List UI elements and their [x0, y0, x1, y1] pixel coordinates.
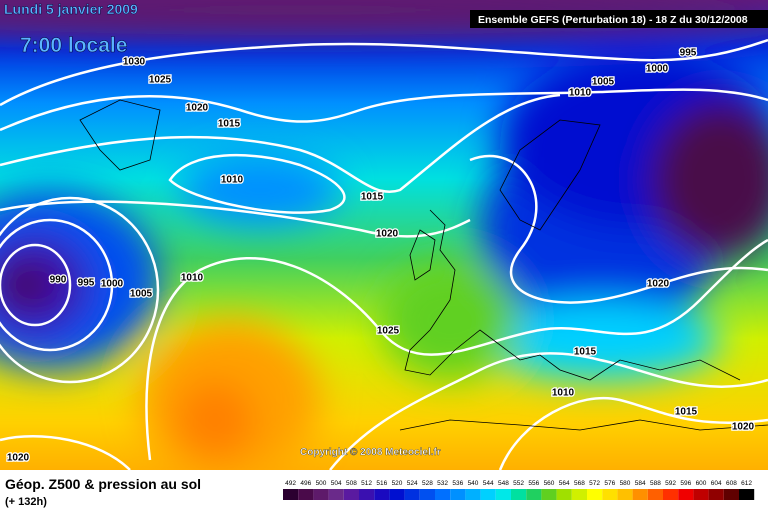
legend-label: 576: [604, 480, 615, 487]
legend-swatch: [283, 489, 299, 500]
date: Lundi 5 janvier 2009: [4, 1, 138, 17]
legend-label: 580: [620, 480, 631, 487]
isobar-label: 1005: [130, 289, 153, 300]
isobar-label: 1020: [647, 279, 670, 290]
legend-label: 560: [544, 480, 555, 487]
legend: 492 496 500 504 508 512 516 520 524 528 532 536 540 5…: [283, 480, 755, 500]
legend-label: 520: [392, 480, 403, 487]
legend-swatch: [708, 489, 724, 500]
footer-lead: (+ 132h): [5, 496, 47, 508]
legend-label: 572: [589, 480, 600, 487]
legend-swatch: [419, 489, 435, 500]
legend-label: 492: [285, 480, 296, 487]
legend-swatch: [313, 489, 329, 500]
isobar-label: 1010: [221, 175, 244, 186]
run-box: [470, 10, 768, 28]
isobar-label: 1020: [7, 453, 30, 464]
isobar-label: 1020: [376, 229, 399, 240]
legend-label: 528: [422, 480, 433, 487]
legend-label: 536: [452, 480, 463, 487]
legend-swatch: [723, 489, 739, 500]
legend-swatch: [374, 489, 390, 500]
legend-swatch: [647, 489, 663, 500]
legend-label: 596: [680, 480, 691, 487]
legend-label: 516: [376, 480, 387, 487]
isobar-label: 1020: [732, 422, 755, 433]
legend-label: 564: [559, 480, 570, 487]
isobar-label: 1015: [361, 192, 384, 203]
isobar-label: 1015: [574, 347, 597, 358]
legend-swatch: [602, 489, 618, 500]
legend-swatch: [693, 489, 709, 500]
legend-swatch: [450, 489, 466, 500]
legend-label: 508: [346, 480, 357, 487]
legend-swatch: [435, 489, 451, 500]
legend-swatch: [526, 489, 542, 500]
legend-swatch: [571, 489, 587, 500]
isobar-label: 995: [78, 278, 95, 289]
legend-swatch: [465, 489, 481, 500]
isobar-label: 1015: [218, 119, 241, 130]
isobar-label: 1010: [181, 273, 204, 284]
legend-label: 512: [361, 480, 372, 487]
isobars: [0, 38, 768, 471]
isobar-label: 1005: [592, 77, 615, 88]
isobar-label: 1010: [552, 388, 575, 399]
legend-swatch: [632, 489, 648, 500]
isobar-label: 1020: [186, 103, 209, 114]
legend-label: 524: [407, 480, 418, 487]
legend-swatch: [404, 489, 420, 500]
time: 7:00 locale: [20, 34, 127, 57]
legend-label: 496: [300, 480, 311, 487]
legend-label: 556: [528, 480, 539, 487]
legend-swatch: [389, 489, 405, 500]
legend-label: 584: [635, 480, 646, 487]
legend-swatch: [617, 489, 633, 500]
legend-label: 540: [468, 480, 479, 487]
isobar-label: 1010: [569, 88, 592, 99]
legend-swatch: [343, 489, 359, 500]
legend-swatch: [739, 489, 755, 500]
coastlines: [79, 99, 768, 431]
legend-swatch: [556, 489, 572, 500]
legend-label: 532: [437, 480, 448, 487]
legend-label: 604: [711, 480, 722, 487]
run: Ensemble GEFS (Perturbation 18) - 18 Z d…: [478, 14, 748, 26]
isobar-label: 1000: [101, 279, 124, 290]
legend-label: 548: [498, 480, 509, 487]
legend-label: 608: [726, 480, 737, 487]
isobar-label: 1015: [675, 407, 698, 418]
legend-swatch: [587, 489, 603, 500]
legend-label: 504: [331, 480, 342, 487]
legend-swatch: [328, 489, 344, 500]
legend-label: 600: [696, 480, 707, 487]
legend-swatch: [663, 489, 679, 500]
legend-swatch: [511, 489, 527, 500]
isobar-label: 1030: [123, 57, 146, 68]
legend-swatch: [359, 489, 375, 500]
footer-title: Géop. Z500 & pression au sol: [5, 476, 201, 492]
isobar-label: 995: [680, 48, 697, 59]
legend-label: 544: [483, 480, 494, 487]
legend-label: 500: [316, 480, 327, 487]
copyright: Copyright © 2008 Meteociel.fr: [300, 447, 441, 458]
isobar-labels: 995 1000 1005 1010 1030 1025 1020 1015 1…: [6, 46, 756, 465]
isobar-label: 1000: [646, 64, 669, 75]
legend-label: 592: [665, 480, 676, 487]
legend-label: 568: [574, 480, 585, 487]
isobar-label: 990: [50, 275, 67, 286]
isobar-label: 1025: [377, 326, 400, 337]
legend-label: 588: [650, 480, 661, 487]
legend-swatch: [495, 489, 511, 500]
legend-swatch: [480, 489, 496, 500]
legend-swatch: [678, 489, 694, 500]
legend-swatch: [541, 489, 557, 500]
legend-label: 552: [513, 480, 524, 487]
legend-swatch: [298, 489, 314, 500]
legend-label: 612: [741, 480, 752, 487]
isobar-label: 1025: [149, 75, 172, 86]
